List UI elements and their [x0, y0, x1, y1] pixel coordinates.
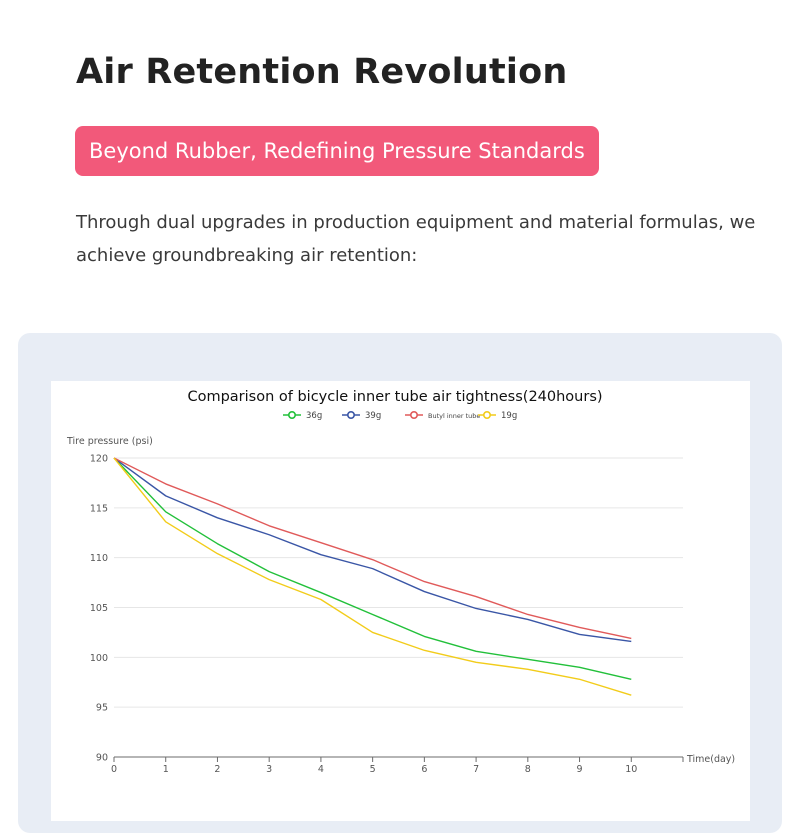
legend-swatch-dot: [482, 410, 491, 419]
x-tick-label: 1: [163, 764, 169, 775]
x-tick-label: 10: [625, 764, 637, 775]
x-axis-label: Time(day): [686, 754, 735, 765]
legend-swatch-dot: [346, 410, 355, 419]
series-line-19g: [113, 457, 632, 696]
chart-card: Comparison of bicycle inner tube air tig…: [51, 381, 750, 821]
chart-ticks: 90 95 100 105 110 115 120 0 1 2 3 4 5 6 7 8 9 10: [90, 454, 684, 775]
legend-label: 39g: [365, 411, 381, 421]
series-line-36g: [113, 457, 632, 680]
intro-paragraph: Through dual upgrades in production equi…: [76, 212, 756, 266]
legend-swatch-dot: [409, 410, 418, 419]
chart-grid: [114, 457, 683, 758]
x-tick-label: 7: [473, 764, 479, 775]
x-tick-label: 2: [214, 764, 220, 775]
x-tick-label: 9: [577, 764, 583, 775]
y-tick-label: 95: [96, 703, 108, 714]
y-axis-label: Tire pressure (psi): [66, 436, 153, 447]
chart-series: [113, 457, 632, 696]
legend-swatch-dot: [288, 410, 297, 419]
y-tick-label: 105: [90, 603, 108, 614]
x-tick-label: 5: [370, 764, 376, 775]
legend-item: Butyl inner tube: [405, 410, 480, 420]
y-tick-label: 100: [90, 653, 108, 664]
legend-item: 19g: [478, 410, 517, 421]
x-tick-label: 3: [266, 764, 272, 775]
line-chart: Comparison of bicycle inner tube air tig…: [66, 389, 735, 775]
y-tick-label: 110: [90, 553, 108, 564]
legend-item: 36g: [283, 410, 322, 421]
y-tick-label: 115: [90, 503, 108, 514]
x-tick-label: 8: [525, 764, 531, 775]
legend-label: 36g: [306, 411, 322, 421]
x-tick-label: 4: [318, 764, 324, 775]
chart-title: Comparison of bicycle inner tube air tig…: [187, 389, 602, 405]
y-tick-label: 90: [96, 753, 108, 764]
x-tick-label: 0: [111, 764, 117, 775]
tagline-badge: Beyond Rubber, Redefining Pressure Stand…: [75, 126, 599, 176]
series-line-butyl-inner-tube: [113, 457, 632, 640]
x-tick-label: 6: [421, 764, 427, 775]
legend-label: Butyl inner tube: [428, 412, 480, 420]
page-headline: Air Retention Revolution: [76, 52, 568, 92]
legend-item: 39g: [342, 410, 381, 421]
y-tick-label: 120: [90, 454, 108, 465]
chart-legend: 36g 39g Butyl inner tube 19g: [283, 410, 517, 421]
legend-label: 19g: [501, 411, 517, 421]
series-line-39g: [113, 457, 632, 643]
